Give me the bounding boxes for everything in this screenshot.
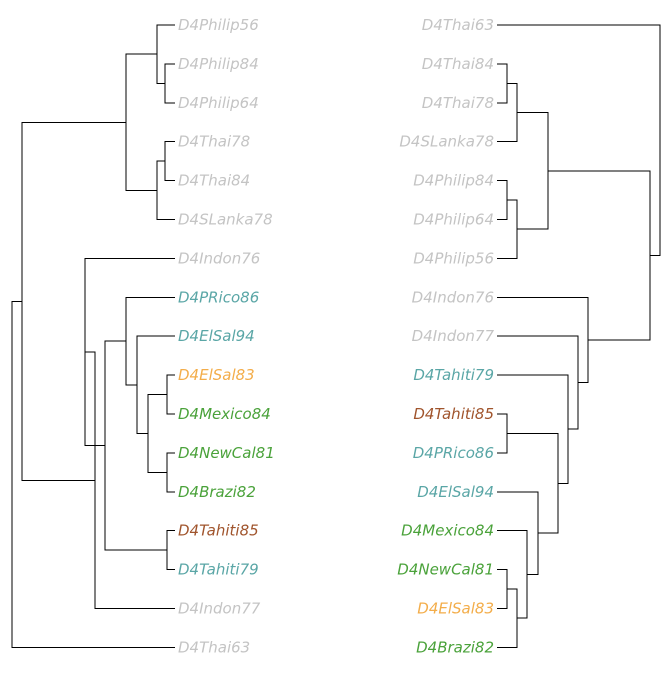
right-leaf-label: D4Mexico84 xyxy=(401,522,494,540)
right-leaf-label: D4Thai78 xyxy=(422,94,494,112)
left-dendrogram-edge xyxy=(11,300,175,648)
left-leaf-label: D4Thai78 xyxy=(178,133,250,151)
left-leaf-label: D4NewCal81 xyxy=(178,444,275,462)
right-dendrogram-edge xyxy=(497,530,528,619)
left-leaf-label: D4Philip64 xyxy=(178,94,259,112)
right-leaf-label: D4Thai84 xyxy=(422,55,494,73)
right-dendrogram-edge xyxy=(497,296,589,384)
left-dendrogram-edge xyxy=(136,335,175,434)
left-leaf-label: D4ElSal94 xyxy=(178,327,255,345)
right-dendrogram-edge xyxy=(497,374,569,484)
right-leaf-label: D4ElSal94 xyxy=(417,483,494,501)
left-leaf-label: D4Thai84 xyxy=(178,172,250,190)
right-leaf-label: D4PRico86 xyxy=(413,444,494,462)
right-leaf-label: D4NewCal81 xyxy=(397,561,494,579)
left-dendrogram-edge xyxy=(166,452,175,493)
right-leaf-label: D4Philip84 xyxy=(413,172,494,190)
right-leaf-label: D4Indon76 xyxy=(412,288,494,306)
left-leaf-labels: D4Philip56 D4Philip84 D4Philip64 D4Thai78 D4… xyxy=(178,16,275,656)
left-leaf-label: D4Tahiti79 xyxy=(178,561,259,579)
left-dendrogram-edges xyxy=(11,24,175,648)
right-leaf-label: D4Thai63 xyxy=(422,16,494,34)
right-dendrogram-edge xyxy=(497,63,508,104)
left-leaf-label: D4PRico86 xyxy=(178,288,259,306)
right-leaf-label: D4Tahiti79 xyxy=(413,366,494,384)
right-dendrogram-edge xyxy=(497,569,508,609)
right-dendrogram-edge xyxy=(497,180,508,220)
left-dendrogram-edge xyxy=(164,141,175,182)
right-dendrogram-edge xyxy=(517,112,549,230)
left-leaf-label: D4Philip84 xyxy=(178,55,259,73)
left-leaf-label: D4Tahiti85 xyxy=(178,522,259,540)
left-dendrogram-edge xyxy=(85,351,175,609)
right-dendrogram-edges xyxy=(497,24,661,648)
right-dendrogram-edge xyxy=(497,413,508,454)
right-dendrogram-edge xyxy=(548,170,651,341)
left-dendrogram-edge xyxy=(104,340,167,551)
left-leaf-label: D4Mexico84 xyxy=(178,405,271,423)
right-dendrogram-edge xyxy=(497,335,579,430)
left-leaf-label: D4Philip56 xyxy=(178,16,259,34)
left-dendrogram-edge xyxy=(84,257,175,447)
right-leaf-label: D4Brazi82 xyxy=(416,638,494,656)
right-leaf-label: D4ElSal83 xyxy=(417,600,494,618)
left-dendrogram-edge xyxy=(21,121,126,481)
right-leaf-label: D4Tahiti85 xyxy=(413,405,494,423)
right-dendrogram-edge xyxy=(507,432,559,534)
left-dendrogram-edge xyxy=(125,296,175,386)
left-leaf-label: D4Brazi82 xyxy=(178,483,256,501)
left-dendrogram-edge xyxy=(125,53,157,191)
left-dendrogram-edge xyxy=(147,394,167,473)
left-dendrogram-edge xyxy=(156,24,175,84)
left-leaf-label: D4Thai63 xyxy=(178,638,250,656)
left-leaf-label: D4Indon76 xyxy=(178,249,260,267)
right-leaf-label: D4Philip64 xyxy=(413,211,494,229)
right-leaf-label: D4SLanka78 xyxy=(399,133,494,151)
right-dendrogram-edge xyxy=(497,491,539,575)
left-leaf-label: D4Indon77 xyxy=(178,600,261,618)
right-leaf-label: D4Indon77 xyxy=(412,327,495,345)
left-dendrogram-edge xyxy=(166,530,175,571)
left-dendrogram-edge xyxy=(166,374,175,415)
right-dendrogram-edge xyxy=(497,24,661,256)
right-leaf-labels: D4Thai63 D4Thai84 D4Thai78 D4SLanka78 D4Phil… xyxy=(397,16,494,656)
left-leaf-label: D4ElSal83 xyxy=(178,366,255,384)
left-leaf-label: D4SLanka78 xyxy=(178,211,273,229)
left-dendrogram-edge xyxy=(164,63,175,104)
left-dendrogram-edge xyxy=(156,160,175,220)
right-leaf-label: D4Philip56 xyxy=(413,249,494,267)
